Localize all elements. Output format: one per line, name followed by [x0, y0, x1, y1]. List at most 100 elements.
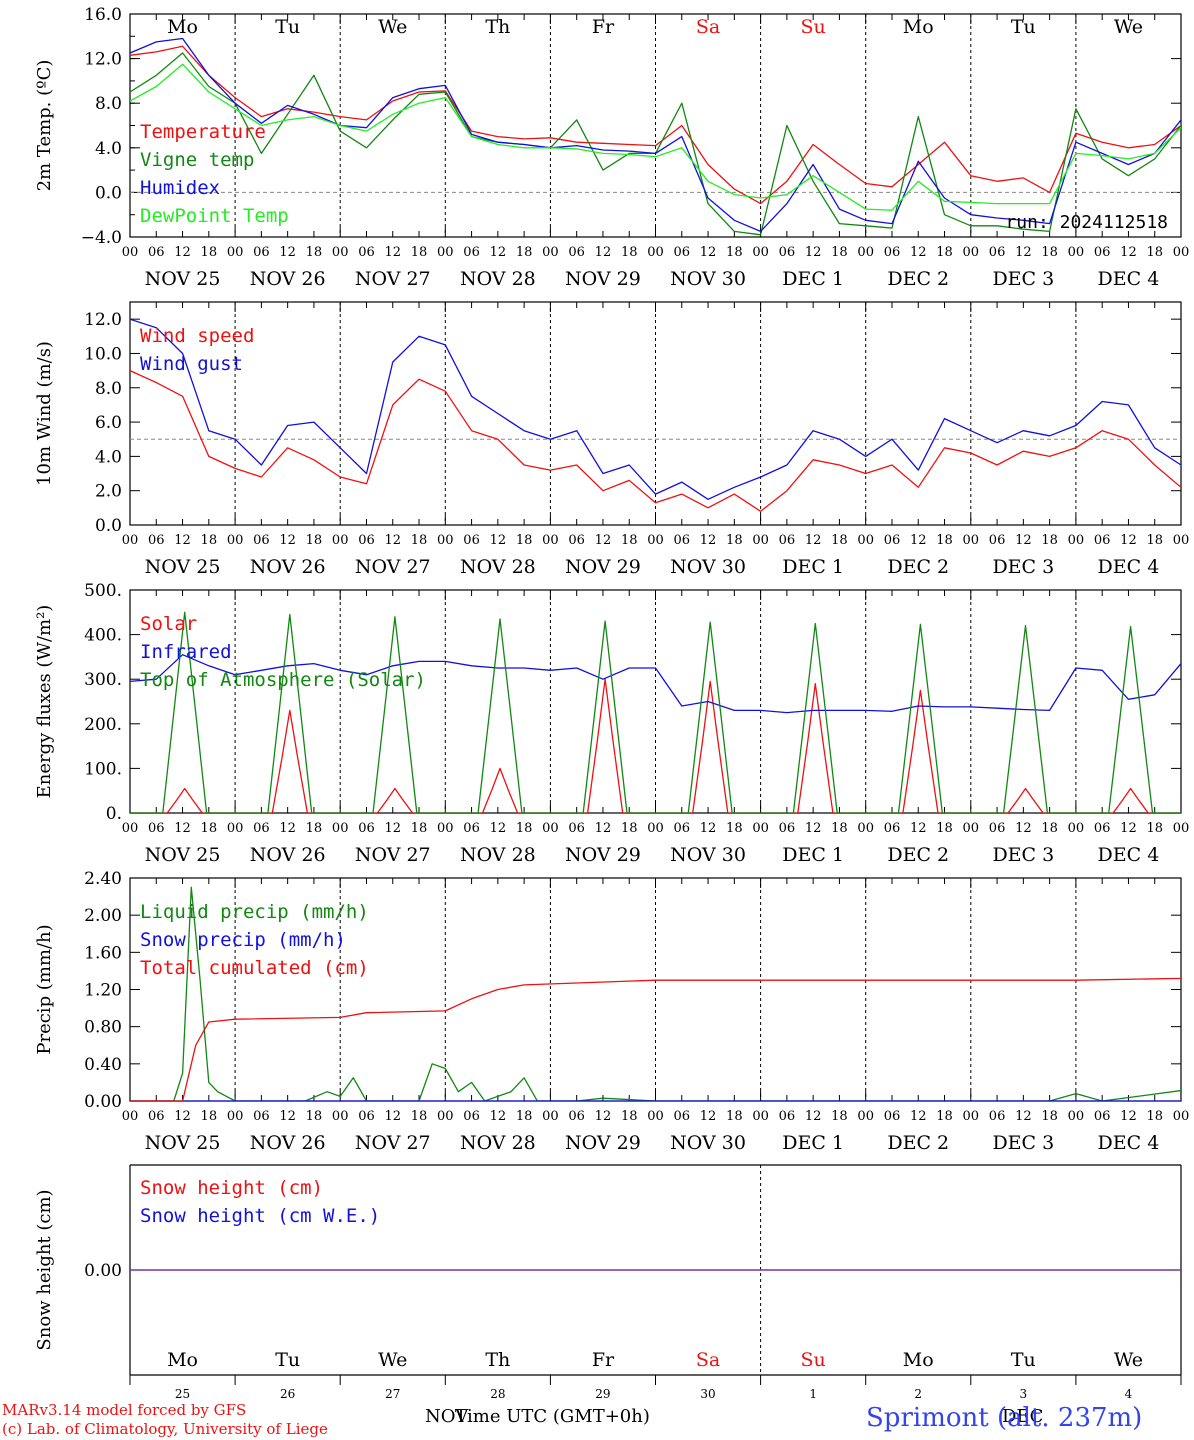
y-tick-label: 0.40 [84, 1055, 122, 1075]
hour-label: 12 [910, 533, 927, 548]
series-line [130, 886, 1181, 1101]
y-tick-label: 2.40 [84, 869, 122, 889]
hour-label: 00 [227, 533, 244, 548]
date-label: DEC 4 [1098, 556, 1160, 578]
y-tick-label: −4.0 [81, 228, 122, 248]
date-label: NOV 28 [460, 1132, 536, 1154]
hour-label: 06 [989, 1109, 1006, 1124]
date-label: DEC 3 [992, 1132, 1054, 1154]
hour-label: 06 [148, 533, 165, 548]
y-axis-label: Energy fluxes (W/m²) [34, 605, 55, 799]
hour-label: 06 [253, 533, 270, 548]
legend-entry: Vigne temp [140, 149, 254, 171]
hour-label: 06 [148, 245, 165, 260]
date-label: NOV 28 [460, 268, 536, 290]
hour-label: 00 [963, 1109, 980, 1124]
y-tick-label: 1.20 [84, 981, 122, 1001]
hour-label: 18 [1041, 821, 1058, 836]
hour-label: 18 [726, 821, 743, 836]
y-tick-label: 4.0 [95, 139, 122, 159]
day-number-label: 27 [385, 1387, 400, 1401]
weekday-label: Mo [903, 1349, 934, 1371]
legend-entry: Wind speed [140, 325, 254, 347]
hour-label: 12 [1120, 821, 1137, 836]
series-group [130, 886, 1181, 1101]
hour-label: 06 [779, 821, 796, 836]
y-tick-label: 12.0 [84, 310, 122, 330]
hour-label: 06 [1094, 821, 1111, 836]
hour-label: 06 [779, 245, 796, 260]
hour-label: 06 [253, 821, 270, 836]
date-label: DEC 1 [782, 844, 844, 866]
hour-label: 00 [1173, 533, 1190, 548]
hour-label: 00 [437, 1109, 454, 1124]
hour-label: 18 [621, 821, 638, 836]
series-group [130, 611, 1181, 813]
hour-label: 00 [437, 533, 454, 548]
series-line [130, 654, 1181, 714]
y-tick-label: 10.0 [84, 344, 122, 364]
y-tick-label: 1.60 [84, 943, 122, 963]
hour-label: 12 [595, 1109, 612, 1124]
month-label-nov: NOV [425, 1406, 469, 1427]
hour-label: 18 [1041, 245, 1058, 260]
y-tick-label: 0.0 [95, 516, 122, 536]
date-label: DEC 2 [887, 556, 949, 578]
hour-label: 06 [989, 821, 1006, 836]
hour-label: 18 [1041, 1109, 1058, 1124]
hour-label: 00 [963, 821, 980, 836]
hour-label: 00 [332, 821, 349, 836]
weekday-label: Th [485, 1349, 510, 1371]
hour-label: 06 [884, 821, 901, 836]
x-axis-title: Time UTC (GMT+0h) [455, 1406, 650, 1427]
date-label: NOV 26 [250, 844, 326, 866]
legend-entry: Solar [140, 613, 197, 635]
hour-label: 00 [122, 245, 139, 260]
series-line [130, 678, 1181, 813]
date-label: DEC 1 [782, 268, 844, 290]
hour-label: 00 [542, 821, 559, 836]
hour-label: 12 [1015, 1109, 1032, 1124]
hour-label: 12 [1120, 533, 1137, 548]
date-label: DEC 4 [1098, 1132, 1160, 1154]
y-tick-label: 300. [84, 670, 122, 690]
hour-label: 18 [306, 533, 323, 548]
y-tick-label: 4.0 [95, 447, 122, 467]
hour-label: 18 [201, 533, 218, 548]
hour-label: 06 [463, 821, 480, 836]
hour-label: 18 [516, 533, 533, 548]
hour-label: 18 [201, 245, 218, 260]
hour-label: 12 [384, 1109, 401, 1124]
hour-label: 18 [831, 1109, 848, 1124]
date-label: DEC 3 [992, 556, 1054, 578]
legend-entry: Wind gust [140, 353, 243, 375]
hour-label: 18 [1146, 821, 1163, 836]
weekday-label: Tu [275, 16, 300, 38]
weekday-label: Sa [696, 16, 720, 38]
legend-entry: Total cumulated (cm) [140, 957, 369, 979]
hour-label: 18 [306, 245, 323, 260]
station-name: Sprimont (alt. 237m) [866, 1403, 1143, 1433]
hour-label: 18 [201, 821, 218, 836]
hour-label: 00 [857, 1109, 874, 1124]
hour-label: 18 [621, 245, 638, 260]
y-axis-label: 10m Wind (m/s) [34, 341, 55, 486]
hour-label: 18 [1041, 533, 1058, 548]
hour-label: 00 [437, 245, 454, 260]
weekday-label: Su [801, 16, 826, 38]
weekday-label: We [378, 1349, 407, 1371]
hour-label: 00 [752, 245, 769, 260]
series-line [130, 45, 1181, 205]
hour-label: 18 [306, 1109, 323, 1124]
hour-label: 06 [358, 533, 375, 548]
hour-label: 06 [674, 245, 691, 260]
hour-label: 12 [279, 821, 296, 836]
hour-label: 12 [490, 533, 507, 548]
hour-label: 06 [779, 533, 796, 548]
hour-label: 00 [857, 533, 874, 548]
day-number-label: 28 [490, 1387, 505, 1401]
date-label: DEC 3 [992, 844, 1054, 866]
date-label: NOV 26 [250, 1132, 326, 1154]
hour-label: 06 [884, 533, 901, 548]
